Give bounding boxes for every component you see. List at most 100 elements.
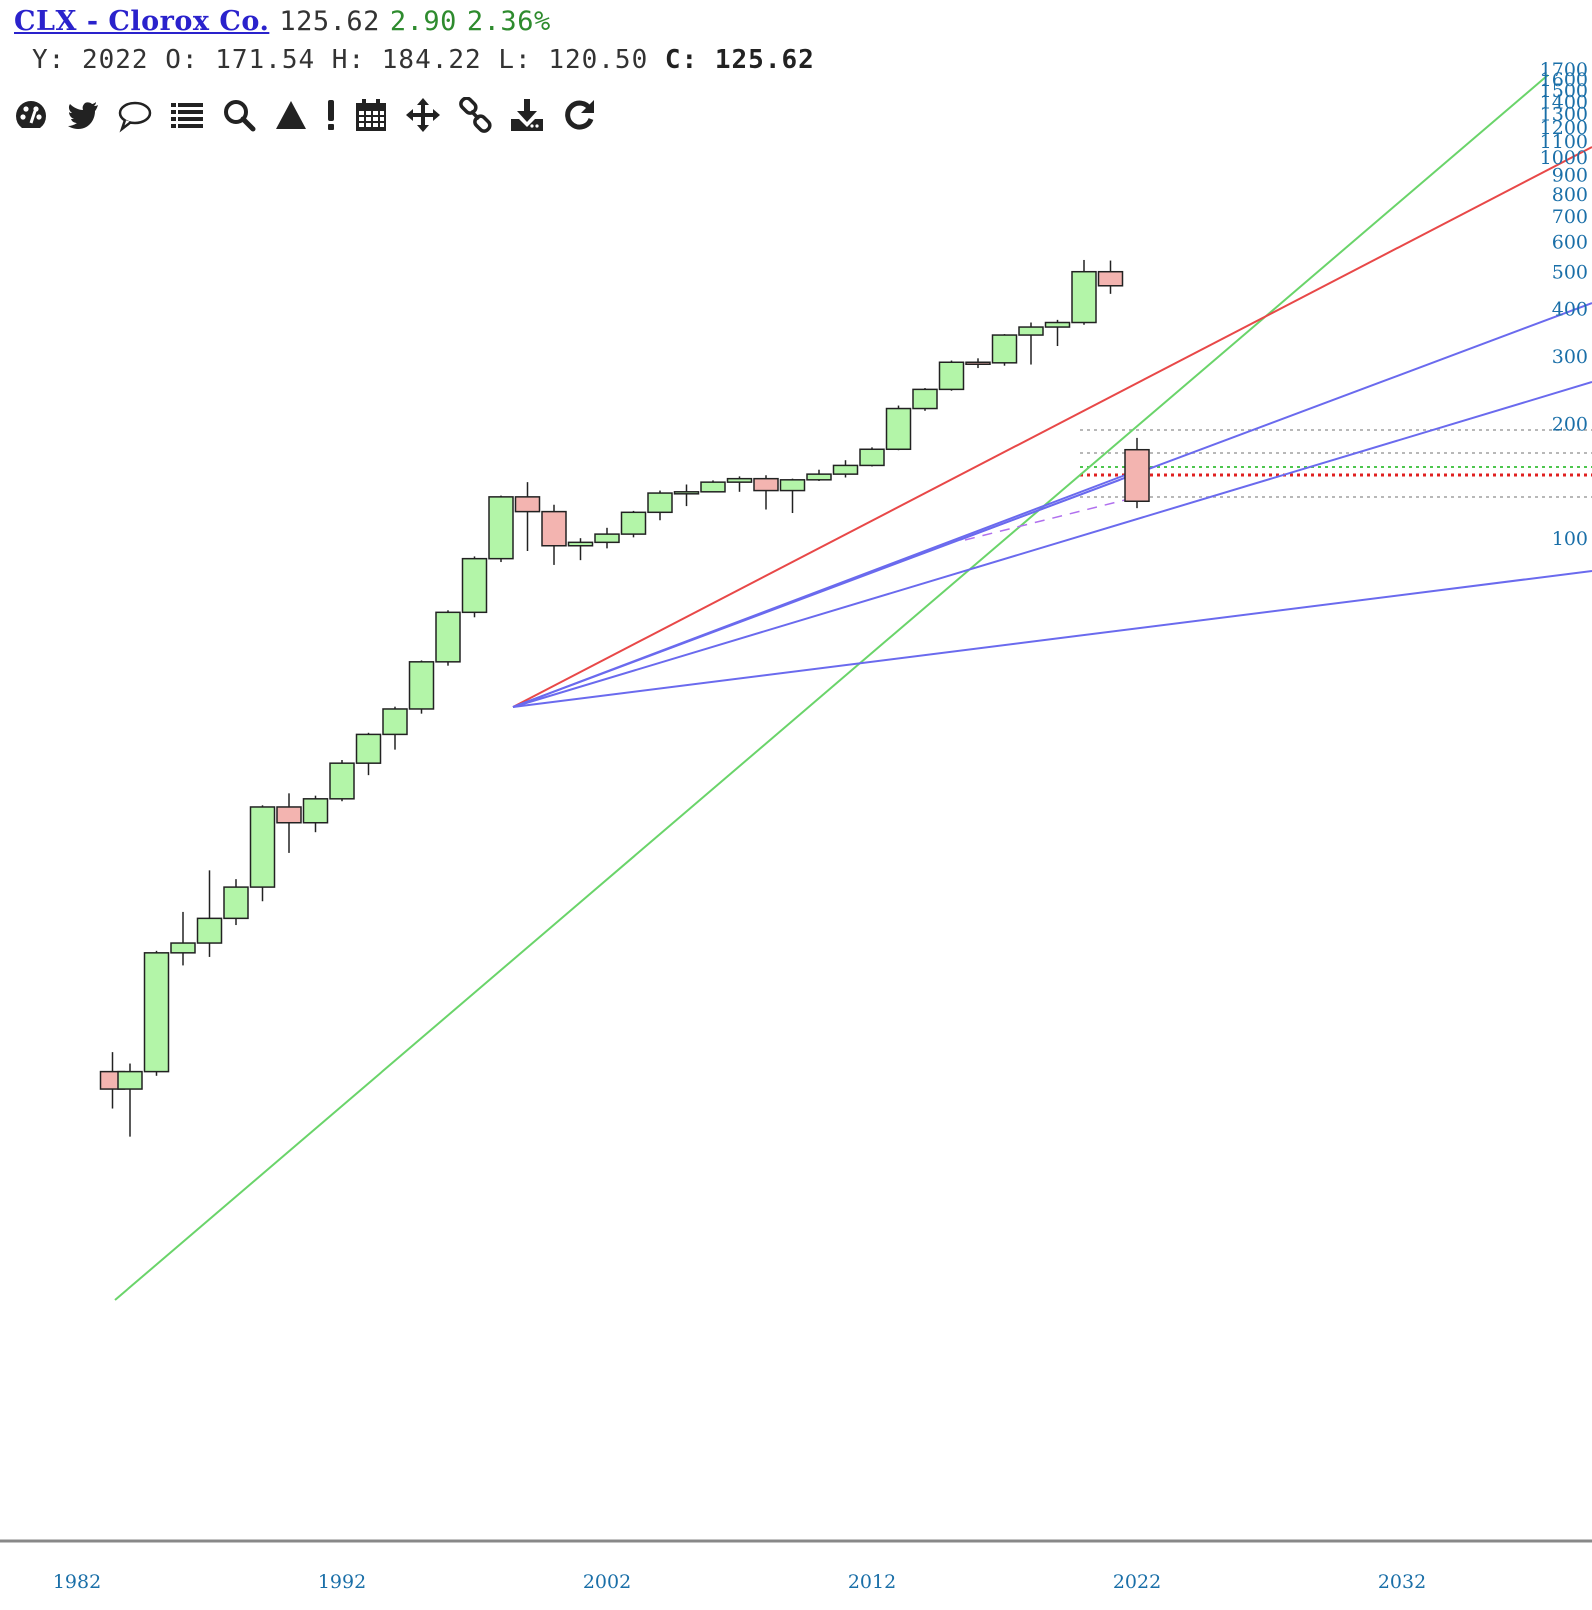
low-label: L:	[498, 45, 532, 75]
exclamation-icon[interactable]	[324, 96, 338, 134]
palette-icon[interactable]	[12, 96, 50, 134]
candle	[170, 911, 196, 966]
candle-body-up	[885, 407, 912, 451]
candle	[408, 660, 435, 714]
candle	[541, 504, 567, 565]
candle-body-up	[779, 479, 806, 492]
horizontal-levels	[1080, 429, 1592, 498]
candle-body-up	[302, 798, 329, 824]
candle	[779, 478, 806, 514]
candle	[753, 475, 779, 510]
comment-icon[interactable]	[116, 96, 154, 134]
candle	[435, 610, 461, 666]
candle	[461, 556, 488, 618]
candle-body-up	[196, 917, 223, 944]
y-tick-label: 1200	[1540, 117, 1588, 139]
y-tick-label: 500	[1552, 262, 1588, 284]
triangle-icon[interactable]	[272, 96, 310, 134]
candle-body-up	[355, 733, 382, 764]
candle	[355, 732, 382, 776]
candle-body-down	[753, 477, 779, 492]
y-tick-label: 1400	[1540, 91, 1588, 113]
toolbar	[12, 96, 598, 134]
candle-body-up	[223, 886, 249, 920]
candle	[488, 495, 514, 563]
year-label: Y:	[32, 45, 66, 75]
search-icon[interactable]	[220, 96, 258, 134]
last-price: 125.62	[279, 6, 380, 37]
candle	[965, 358, 991, 369]
candle-body-up	[408, 661, 435, 710]
open-value: 171.54	[215, 45, 316, 75]
symbol-link[interactable]: CLX - Clorox Co.	[14, 6, 270, 37]
candle	[938, 360, 965, 391]
x-tick-label: 1982	[53, 1571, 101, 1593]
high-label: H:	[331, 45, 366, 75]
chart-header: CLX - Clorox Co. 125.62 2.90 2.36% Y: 2022 …	[14, 6, 815, 75]
y-tick-label: 700	[1552, 206, 1588, 228]
candle	[329, 759, 355, 802]
x-tick-label: 2012	[848, 1571, 896, 1593]
candle	[832, 460, 859, 478]
green-trendline	[114, 74, 1549, 1301]
y-tick-label: 1000	[1540, 147, 1588, 169]
candle	[302, 795, 329, 833]
red-trendline	[512, 146, 1592, 708]
candle	[806, 469, 832, 481]
y-tick-label: 300	[1552, 346, 1588, 368]
candle	[143, 950, 170, 1076]
candle-body-up	[170, 942, 196, 954]
candle	[1124, 437, 1150, 509]
link-icon[interactable]	[456, 96, 494, 134]
candle-body-up	[859, 448, 885, 467]
candle-body-up	[594, 533, 620, 544]
candle	[991, 334, 1018, 366]
y-tick-label: 600	[1552, 232, 1588, 254]
blue-trendline-2	[512, 381, 1592, 708]
candle-body-up	[143, 952, 170, 1073]
blue-trendline-4	[512, 473, 1129, 708]
y-tick-label: 1500	[1540, 80, 1588, 102]
candle-body-up	[249, 806, 276, 888]
twitter-icon[interactable]	[64, 96, 102, 134]
candle	[514, 482, 541, 552]
move-icon[interactable]	[404, 96, 442, 134]
y-tick-label: 400	[1552, 299, 1588, 321]
candle	[726, 476, 753, 492]
candle-body-up	[700, 481, 726, 493]
candle-body-up	[647, 492, 673, 514]
candle	[912, 388, 938, 411]
calendar-icon[interactable]	[352, 96, 390, 134]
candle-body-up	[117, 1070, 143, 1090]
candle-body-up	[488, 496, 514, 560]
open-label: O:	[165, 45, 199, 75]
candle-body-down	[965, 361, 991, 366]
price-change: 2.90	[389, 6, 457, 37]
candle-body-down	[276, 806, 302, 824]
candle-body-down	[1124, 448, 1150, 503]
candle	[673, 484, 700, 507]
trendlines	[114, 74, 1592, 1301]
candle	[1018, 322, 1044, 365]
blue-trendline-3	[512, 570, 1592, 708]
close-value: 125.62	[714, 45, 815, 75]
close-label: C:	[664, 45, 699, 75]
high-value: 184.22	[381, 45, 482, 75]
candle-body-up	[673, 491, 700, 495]
candle	[196, 870, 223, 957]
candle	[382, 706, 408, 750]
list-icon[interactable]	[168, 96, 206, 134]
candle	[1044, 319, 1071, 347]
candle-body-up	[1018, 326, 1044, 336]
x-axis: 1982 1992 2002 2012 2022 2032	[53, 1571, 1426, 1593]
blue-trendline-5	[959, 479, 1121, 541]
candle-body-up	[991, 334, 1018, 364]
ohlc-line: Y: 2022 O: 171.54 H: 184.22 L: 120.50 C:…	[32, 45, 815, 75]
candle	[647, 490, 673, 521]
price-change-pct: 2.36%	[466, 6, 551, 37]
purple-dashed-line	[964, 499, 1126, 541]
refresh-icon[interactable]	[560, 96, 598, 134]
download-icon[interactable]	[508, 96, 546, 134]
x-tick-label: 2022	[1113, 1571, 1161, 1593]
